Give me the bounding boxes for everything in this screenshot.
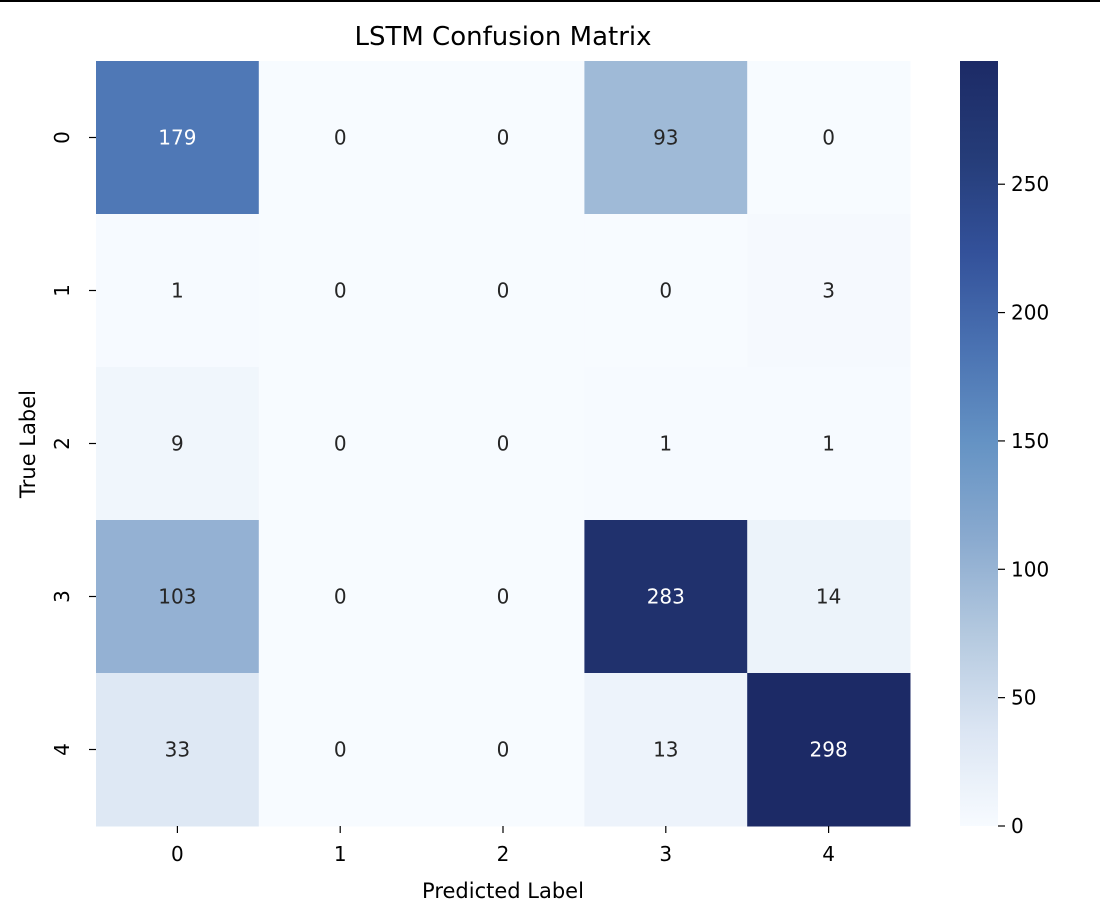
- colorbar-ticks: 0 50 100 150 200 250: [998, 172, 1049, 838]
- colorbar-tick-label: 150: [1011, 429, 1049, 453]
- cell-value-label: 0: [659, 279, 672, 303]
- heatmap-cell: [421, 520, 585, 674]
- cell-value-label: 283: [647, 585, 685, 609]
- heatmap-cell: [258, 673, 423, 827]
- cell-value-label: 0: [822, 126, 835, 150]
- cell-value-label: 103: [158, 585, 196, 609]
- x-axis-ticks: 0 1 2 3 4: [171, 826, 835, 866]
- heatmap-cell: [421, 673, 585, 827]
- cell-value-label: 0: [334, 738, 347, 762]
- cell-value-label: 0: [334, 585, 347, 609]
- heatmap-cell: [747, 367, 911, 521]
- cell-value-label: 0: [497, 126, 510, 150]
- cell-value-label: 0: [334, 279, 347, 303]
- cell-value-label: 1: [659, 432, 672, 456]
- y-axis-ticks: 0 1 2 3 4: [50, 131, 96, 756]
- cell-value-label: 3: [822, 279, 835, 303]
- y-tick-label: 4: [50, 743, 74, 756]
- colorbar-tick-label: 50: [1011, 686, 1036, 710]
- heatmap-cell: [96, 673, 260, 827]
- colorbar-tick-label: 100: [1011, 557, 1049, 581]
- heatmap-cell: [96, 214, 260, 368]
- heatmap-cell: [584, 61, 748, 215]
- cell-value-label: 0: [497, 432, 510, 456]
- heatmap-cell: [747, 520, 911, 674]
- heatmap-cell: [258, 61, 423, 215]
- cell-value-label: 0: [497, 585, 510, 609]
- cell-value-label: 1: [822, 432, 835, 456]
- x-axis-label: Predicted Label: [422, 879, 584, 903]
- heatmap-cell: [258, 367, 423, 521]
- cell-value-label: 33: [165, 738, 190, 762]
- cell-value-label: 14: [816, 585, 841, 609]
- cell-value-label: 0: [334, 126, 347, 150]
- y-tick-label: 3: [50, 590, 74, 603]
- heatmap-cell-labels: 179 0 0 93 0 1 0 0 0 3 9 0 0 1 1 103 0 0 283 14 33 0 0 13 298: [158, 126, 847, 762]
- y-tick-label: 2: [50, 437, 74, 450]
- cell-value-label: 179: [158, 126, 196, 150]
- heatmap-cell: [747, 214, 911, 368]
- heatmap-cell: [421, 214, 585, 368]
- cell-value-label: 298: [810, 738, 848, 762]
- cell-value-label: 9: [171, 432, 184, 456]
- heatmap-cell: [584, 367, 748, 521]
- x-tick-label: 3: [659, 842, 672, 866]
- heatmap-cell: [258, 214, 423, 368]
- heatmap-cell: [584, 214, 748, 368]
- cell-value-label: 1: [171, 279, 184, 303]
- colorbar: [960, 61, 998, 826]
- x-tick-label: 0: [171, 842, 184, 866]
- heatmap-cell: [584, 673, 748, 827]
- cell-value-label: 0: [334, 432, 347, 456]
- heatmap-cell: [421, 367, 585, 521]
- colorbar-tick-label: 0: [1011, 814, 1024, 838]
- y-tick-label: 1: [50, 284, 74, 297]
- cell-value-label: 13: [653, 738, 678, 762]
- chart-title: LSTM Confusion Matrix: [354, 22, 651, 52]
- x-tick-label: 2: [497, 842, 510, 866]
- heatmap-cell: [258, 520, 423, 674]
- heatmap-cell: [584, 520, 748, 674]
- y-tick-label: 0: [50, 131, 74, 144]
- colorbar-gradient: [960, 61, 998, 826]
- heatmap-cell: [96, 520, 260, 674]
- heatmap-cells: [96, 61, 911, 827]
- colorbar-tick-label: 200: [1011, 301, 1049, 325]
- cell-value-label: 0: [497, 279, 510, 303]
- x-tick-label: 4: [822, 842, 835, 866]
- heatmap-cell: [421, 61, 585, 215]
- y-axis-label: True Label: [16, 390, 40, 499]
- cell-value-label: 93: [653, 126, 678, 150]
- heatmap-cell: [747, 61, 911, 215]
- heatmap-cell: [96, 61, 260, 215]
- colorbar-tick-label: 250: [1011, 172, 1049, 196]
- cell-value-label: 0: [497, 738, 510, 762]
- heatmap-cell: [96, 367, 260, 521]
- top-border-line: [0, 0, 1100, 2]
- heatmap-cell: [747, 673, 911, 827]
- x-tick-label: 1: [334, 842, 347, 866]
